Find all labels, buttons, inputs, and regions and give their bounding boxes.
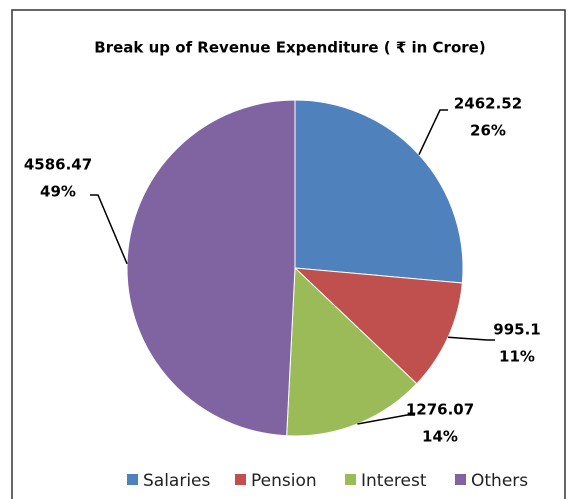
percent-label: 11% xyxy=(499,348,535,366)
pie-slice xyxy=(293,267,463,385)
percent-label: 14% xyxy=(422,428,458,446)
leader-line xyxy=(357,414,415,425)
legend-label: Pension xyxy=(251,471,317,491)
pie-slice xyxy=(294,99,464,284)
legend-label: Others xyxy=(471,471,528,491)
data-label: 4586.47 xyxy=(24,156,92,174)
legend-label: Salaries xyxy=(143,471,211,491)
leader-line xyxy=(90,194,128,265)
legend-label: Interest xyxy=(361,471,427,491)
legend-swatch xyxy=(455,474,466,485)
legend-swatch xyxy=(127,474,138,485)
leader-line xyxy=(418,109,448,155)
legend-swatch xyxy=(235,474,246,485)
leader-line xyxy=(448,336,495,341)
data-label: 2462.52 xyxy=(454,95,522,113)
data-label: 995.1 xyxy=(493,321,540,339)
legend-swatch xyxy=(345,474,356,485)
percent-label: 49% xyxy=(40,183,76,201)
percent-label: 26% xyxy=(470,122,506,140)
data-label: 1276.07 xyxy=(406,401,474,419)
chart-title: Break up of Revenue Expenditure ( ₹ in C… xyxy=(94,39,485,57)
pie-slice xyxy=(126,99,296,437)
